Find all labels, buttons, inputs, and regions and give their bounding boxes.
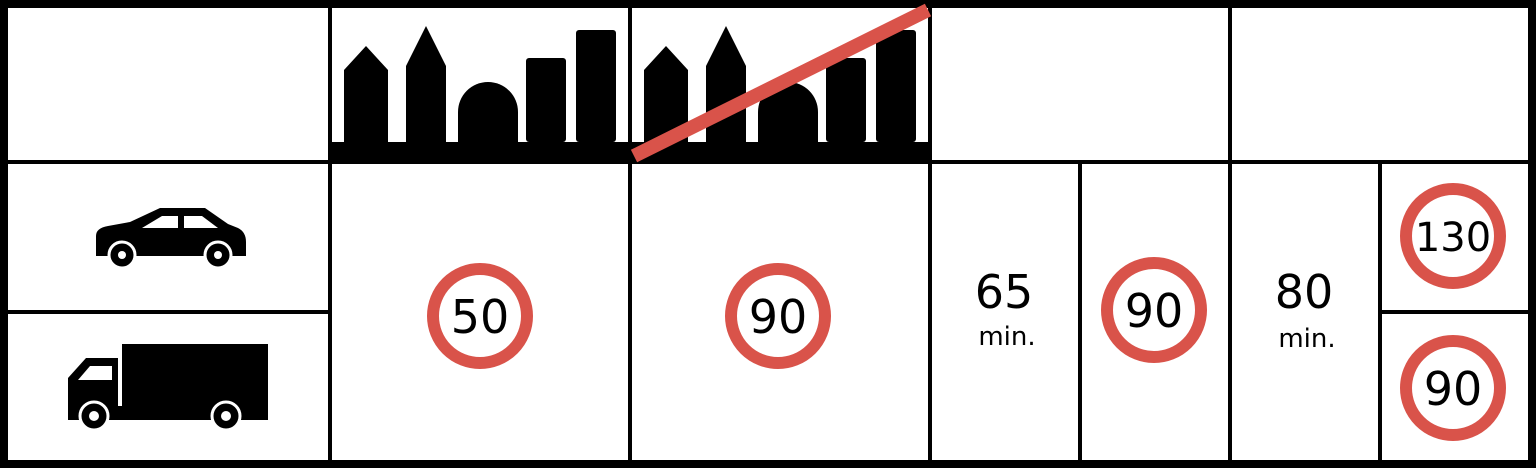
speed-sign-motorway-car: 130 xyxy=(1400,183,1506,289)
expressway-min-label: min. xyxy=(978,322,1035,352)
speed-sign-motorway-car-value: 130 xyxy=(1415,215,1491,261)
speed-sign-town-value: 50 xyxy=(451,290,510,344)
town-exit-icon xyxy=(630,3,932,163)
expressway-min-value: 65 xyxy=(975,265,1034,319)
strike-line xyxy=(630,3,932,163)
speed-sign-expressway-value: 90 xyxy=(1125,284,1184,338)
speed-sign-outside-town-value: 90 xyxy=(749,290,808,344)
motorway-min-value: 80 xyxy=(1275,265,1334,319)
truck-icon xyxy=(68,344,268,432)
car-icon xyxy=(96,208,246,270)
speed-sign-outside-town: 90 xyxy=(725,263,831,369)
motorway-min-label: min. xyxy=(1278,324,1335,354)
speed-sign-motorway-truck-value: 90 xyxy=(1424,362,1483,416)
speed-sign-motorway-truck: 90 xyxy=(1400,335,1506,441)
speed-sign-town: 50 xyxy=(427,263,533,369)
speed-sign-expressway: 90 xyxy=(1101,257,1207,363)
town-entrance-icon xyxy=(332,26,628,160)
